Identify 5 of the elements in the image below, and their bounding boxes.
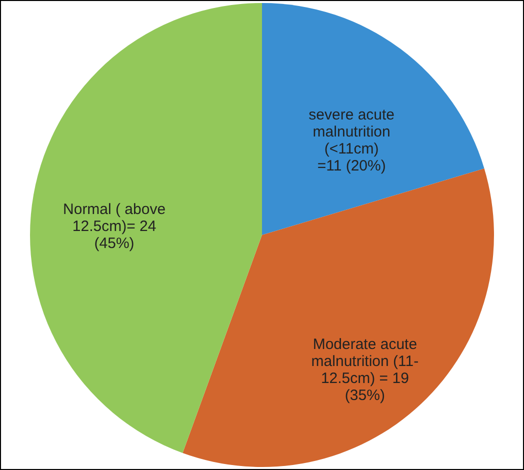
pie-slice: [30, 3, 262, 454]
slice-label: Moderate acute malnutrition (11- 12.5cm) = 19 (35%): [311, 336, 419, 404]
pie-slice: [262, 3, 484, 235]
slice-label: severe acute malnutrition (<11cm) =11 (20%): [308, 106, 395, 175]
slice-label: Normal ( above 12.5cm)= 24 (45%): [63, 200, 166, 252]
